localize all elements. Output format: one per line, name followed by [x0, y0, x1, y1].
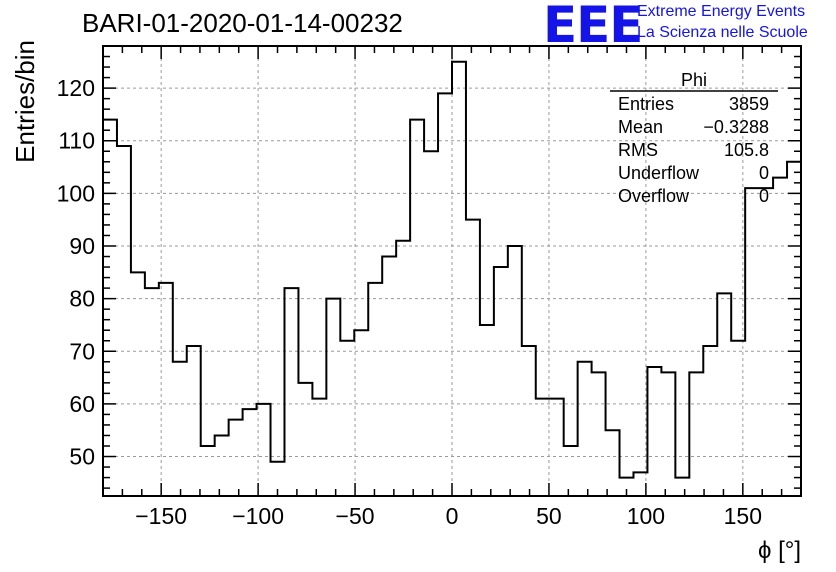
stats-value-underflow: 0: [759, 163, 769, 183]
stats-value-rms: 105.8: [724, 140, 769, 160]
histogram-bin: [564, 446, 578, 496]
histogram-bin: [187, 346, 201, 496]
stats-label-underflow: Underflow: [618, 163, 700, 183]
histogram-bin: [773, 178, 787, 496]
histogram-bin: [145, 288, 159, 496]
stats-value-entries: 3859: [729, 94, 769, 114]
histogram-bin: [382, 257, 396, 496]
histogram-bin: [675, 478, 689, 496]
histogram-bin: [131, 272, 145, 496]
axis-ticks: [102, 45, 802, 496]
histogram-bin: [243, 409, 257, 496]
logo-line-1: Extreme Energy Events: [637, 3, 806, 20]
histogram-bin: [284, 288, 298, 496]
histogram-bin: [229, 420, 243, 496]
histogram-bin: [438, 93, 452, 496]
histogram-bin: [452, 62, 466, 496]
histogram-bin: [703, 346, 717, 496]
histogram-bin: [117, 146, 131, 496]
histogram-bin: [368, 283, 382, 496]
stats-label-rms: RMS: [618, 140, 658, 160]
x-tick-label: 150: [724, 503, 762, 529]
x-axis-label: ϕ [°]: [758, 537, 801, 564]
histogram-bin: [257, 404, 271, 496]
histogram-bin: [103, 120, 117, 496]
histogram-bin: [536, 399, 550, 496]
histogram-bin: [312, 399, 326, 496]
histogram-bin: [466, 220, 480, 496]
x-tick-label: −100: [232, 503, 284, 529]
stats-value-mean: −0.3288: [703, 117, 769, 137]
y-tick-label: 110: [58, 128, 95, 154]
histogram-bin: [578, 362, 592, 496]
histogram-bin: [717, 293, 731, 496]
stats-value-overflow: 0: [759, 186, 769, 206]
x-tick-label: 50: [536, 503, 562, 529]
histogram-bin: [215, 435, 229, 496]
y-tick-label: 60: [69, 391, 95, 417]
histogram-bin: [298, 383, 312, 496]
histogram-bin: [606, 430, 620, 496]
x-tick-labels: −150 −100 −50 0 50 100 150: [135, 503, 762, 529]
y-tick-label: 50: [69, 444, 95, 470]
histogram-bin: [494, 267, 508, 496]
stats-box-title: Phi: [681, 70, 707, 90]
histogram-bin: [396, 241, 410, 496]
histogram-step-line: [103, 60, 801, 479]
histogram-bin: [340, 341, 354, 496]
stats-box: Phi Entries 3859 Mean −0.3288 RMS 105.8 …: [610, 70, 778, 206]
histogram-bin: [354, 330, 368, 496]
histogram-bin: [508, 246, 522, 496]
stats-label-entries: Entries: [618, 94, 674, 114]
histogram-bin: [522, 346, 536, 496]
logo-line-2: La Scienza nelle Scuole: [637, 24, 808, 41]
histogram-bin: [410, 120, 424, 496]
grid-lines: [103, 46, 801, 496]
histogram-bin: [173, 362, 187, 496]
histogram-bin: [550, 399, 564, 496]
stats-label-mean: Mean: [618, 117, 663, 137]
y-tick-label: 100: [57, 180, 95, 206]
histogram-bin: [759, 188, 773, 496]
x-tick-label: 0: [446, 503, 459, 529]
x-tick-label: −150: [135, 503, 187, 529]
histogram-bin: [592, 372, 606, 496]
y-tick-label: 120: [57, 75, 95, 101]
x-tick-label: −50: [336, 503, 375, 529]
y-axis-label: Entries/bin: [10, 40, 40, 163]
histogram-bin: [745, 188, 759, 496]
histogram-bin: [201, 446, 215, 496]
y-tick-label: 70: [69, 338, 95, 364]
histogram-bin: [661, 372, 675, 496]
histogram-bin: [689, 372, 703, 496]
y-tick-label: 90: [69, 233, 95, 259]
x-tick-label: 100: [627, 503, 665, 529]
y-tick-label: 80: [69, 286, 95, 312]
histogram-bin: [480, 325, 494, 496]
histogram-bin: [326, 299, 340, 496]
y-tick-labels: 50 60 70 80 90 100 110 120: [57, 75, 95, 469]
chart-title: BARI-01-2020-01-14-00232: [82, 8, 403, 38]
histogram-bin: [424, 151, 438, 496]
stats-label-overflow: Overflow: [618, 186, 690, 206]
histogram-bin: [647, 367, 661, 496]
